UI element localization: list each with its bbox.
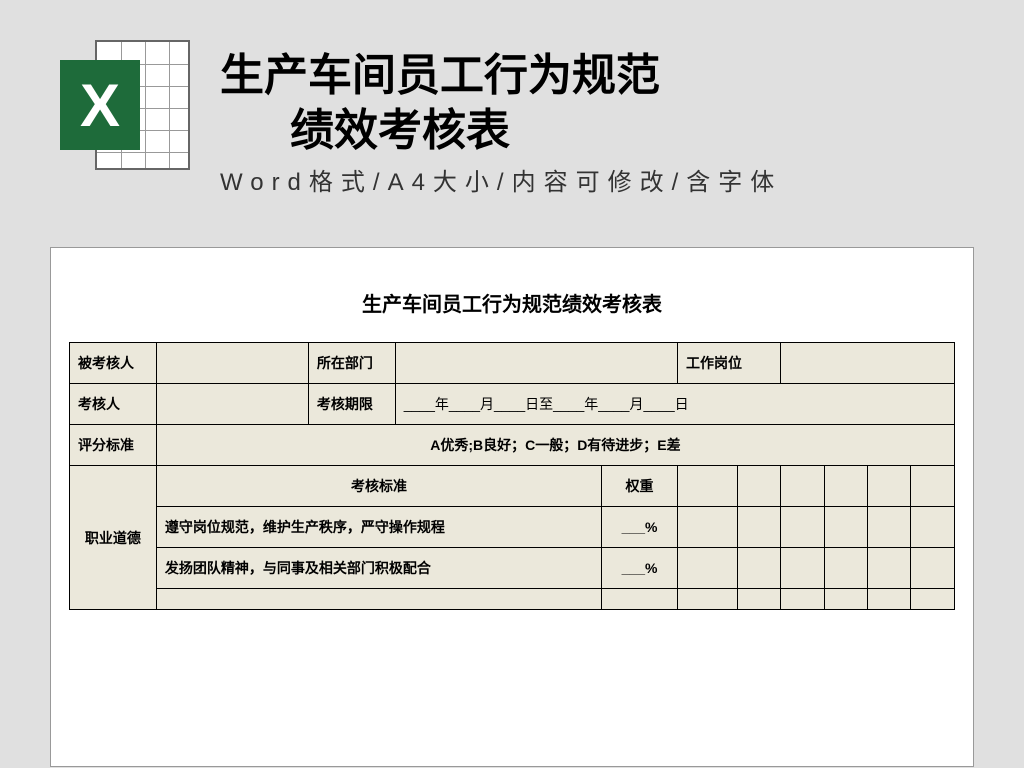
label-position: 工作岗位 [678,343,781,384]
section-ethics: 职业道德 [70,466,157,610]
doc-title: 生产车间员工行为规范绩效考核表 [69,288,955,317]
score-h5 [868,466,911,507]
value-examinee [156,343,308,384]
subtitle: Word格式/A4大小/内容可修改/含字体 [220,162,964,197]
score-h6 [911,466,955,507]
col-weight: 权重 [602,466,678,507]
excel-icon: X [60,40,190,170]
excel-x-letter: X [80,71,120,140]
item-1: 遵守岗位规范，维护生产秩序，严守操作规程 [156,507,601,548]
value-period: ____年____月____日至____年____月____日 [395,384,954,425]
label-examiner: 考核人 [70,384,157,425]
label-dept: 所在部门 [308,343,395,384]
score-h2 [737,466,780,507]
weight-1: ___% [602,507,678,548]
score-h3 [781,466,824,507]
criteria-legend: A优秀;B良好；C一般；D有待进步；E差 [156,425,954,466]
value-position [781,343,955,384]
score-h1 [678,466,738,507]
label-period: 考核期限 [308,384,395,425]
weight-2: ___% [602,548,678,589]
label-examinee: 被考核人 [70,343,157,384]
label-criteria: 评分标准 [70,425,157,466]
document-preview: 生产车间员工行为规范绩效考核表 被考核人 所在部门 工作岗位 考核人 考核 [50,247,974,767]
score-h4 [824,466,867,507]
col-standard: 考核标准 [156,466,601,507]
value-examiner [156,384,308,425]
main-title-1: 生产车间员工行为规范 [220,48,964,103]
main-title-2: 绩效考核表 [220,103,964,158]
form-table: 被考核人 所在部门 工作岗位 考核人 考核期限 ____年____月____日至… [69,342,955,610]
item-2: 发扬团队精神，与同事及相关部门积极配合 [156,548,601,589]
item-3 [156,589,601,610]
value-dept [395,343,677,384]
